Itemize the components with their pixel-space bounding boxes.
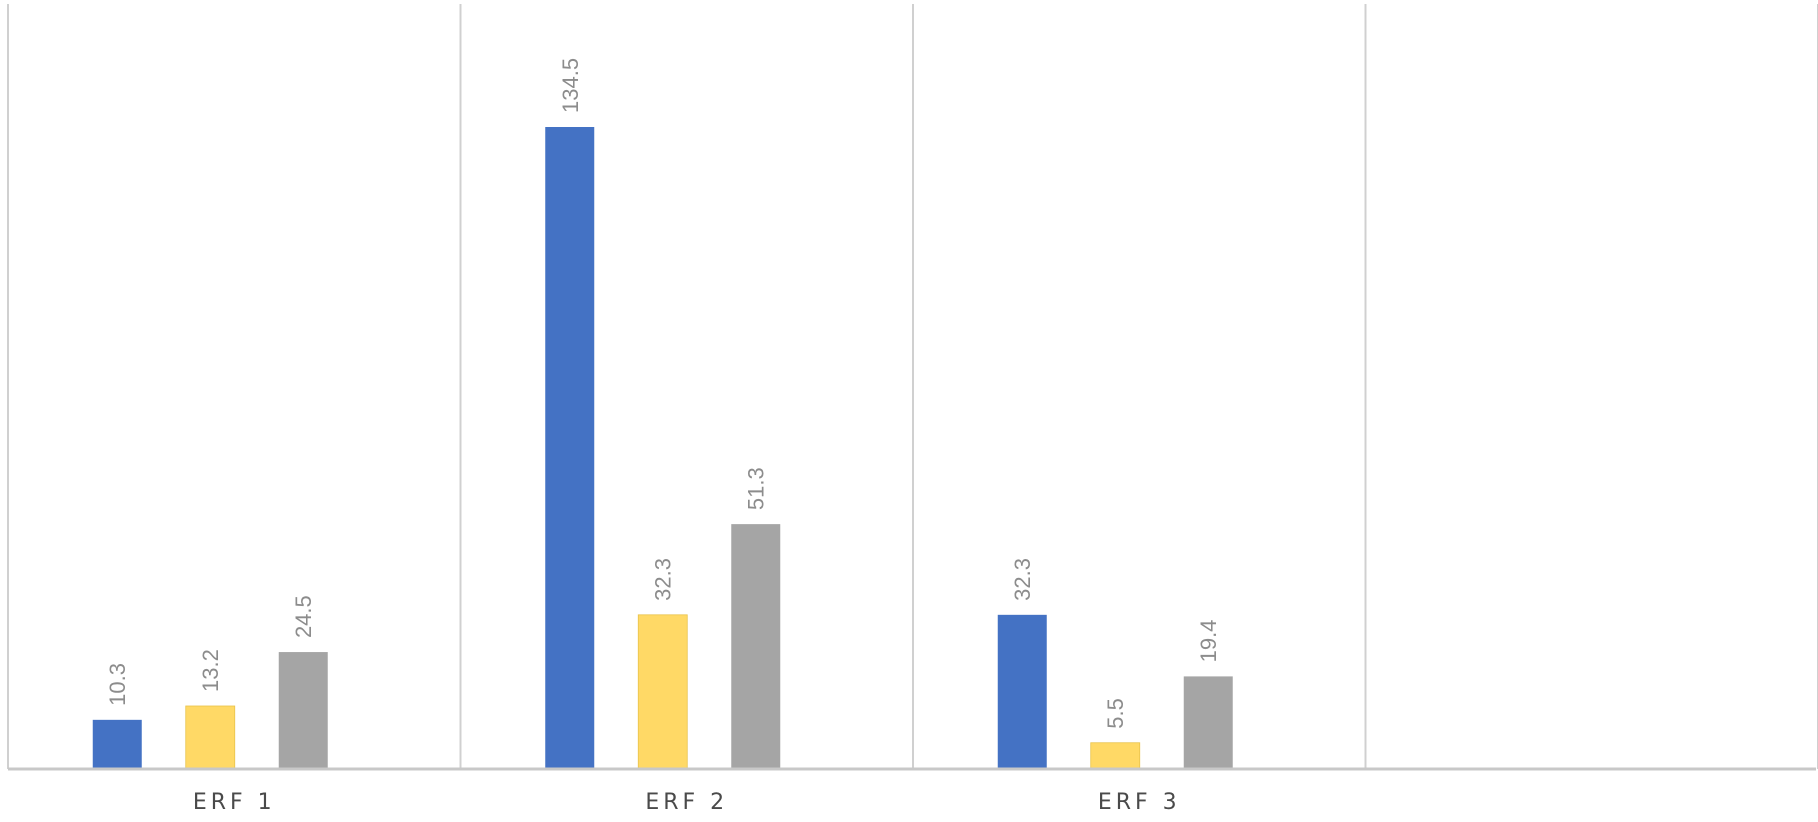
value-label-series2-cat1: 13.2	[198, 649, 223, 692]
value-label-series3-cat2: 51.3	[744, 467, 769, 510]
value-label-series1-cat2: 134.5	[558, 58, 583, 113]
value-label-series2-cat3: 5.5	[1103, 698, 1128, 729]
bar-series3-cat1	[278, 652, 328, 769]
value-label-series1-cat3: 32.3	[1010, 558, 1035, 601]
category-dividers	[7, 4, 1818, 769]
value-labels-group: 10.3 134.5 32.3 13.2 32.3 5.5 24.5 51.3 19.4	[105, 58, 1221, 729]
value-label-series3-cat1: 24.5	[291, 595, 316, 638]
bar-series2-cat1	[185, 705, 236, 770]
category-label-1: ERF 1	[193, 790, 276, 815]
bar-series1-cat3	[997, 614, 1047, 769]
value-label-series1-cat1: 10.3	[105, 663, 130, 706]
bar-series2-cat2	[637, 614, 688, 770]
category-label-3: ERF 3	[1098, 790, 1181, 815]
bar-series1-cat1	[92, 719, 142, 769]
category-label-2: ERF 2	[645, 790, 728, 815]
bar-series1-cat2	[545, 127, 595, 769]
value-label-series3-cat3: 19.4	[1196, 620, 1221, 663]
bar-series3-cat3	[1183, 676, 1233, 769]
bars-group	[92, 127, 1233, 770]
category-labels-group: ERF 1 ERF 2 ERF 3	[193, 790, 1181, 815]
bar-series3-cat2	[731, 524, 781, 769]
bar-series2-cat3	[1090, 742, 1141, 770]
value-label-series2-cat2: 32.3	[651, 558, 676, 601]
